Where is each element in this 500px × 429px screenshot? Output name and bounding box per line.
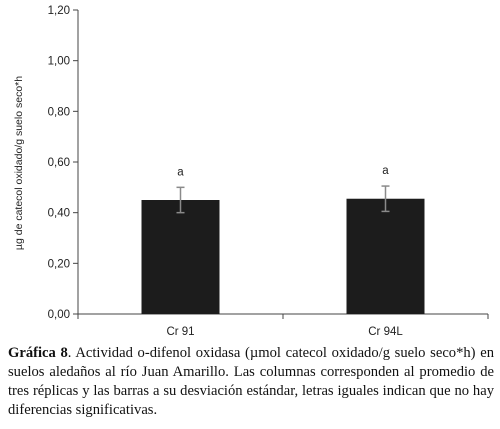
y-tick-label: 0,60 [48,157,70,169]
y-tick-label: 1,20 [48,5,70,17]
x-axis [77,313,489,319]
bar [346,198,425,314]
y-axis: 0,00 0,20 0,40 0,60 0,80 1,00 1,20 [48,5,79,321]
bar [141,200,220,314]
figure-caption: Gráfica 8. Actividad o-difenol oxidasa (… [8,344,494,420]
caption-text: . Actividad o-difenol oxidasa (µmol cate… [8,345,494,418]
bars: a Cr 91 a Cr 94L [141,165,425,338]
y-axis-label: µg de catecol oxidado/g suelo seco*h [13,76,25,250]
x-category-label: Cr 91 [166,326,194,338]
caption-label: Gráfica 8 [8,345,68,361]
bar-chart: µg de catecol oxidado/g suelo seco*h 0,0… [13,5,489,338]
x-category-label: Cr 94L [368,326,403,338]
y-tick-label: 1,00 [48,56,70,68]
significance-letter: a [382,165,389,177]
y-tick-label: 0,40 [48,208,70,220]
y-tick-label: 0,20 [48,258,70,270]
y-tick-label: 0,00 [48,309,70,321]
significance-letter: a [177,166,184,178]
y-tick-label: 0,80 [48,106,70,118]
